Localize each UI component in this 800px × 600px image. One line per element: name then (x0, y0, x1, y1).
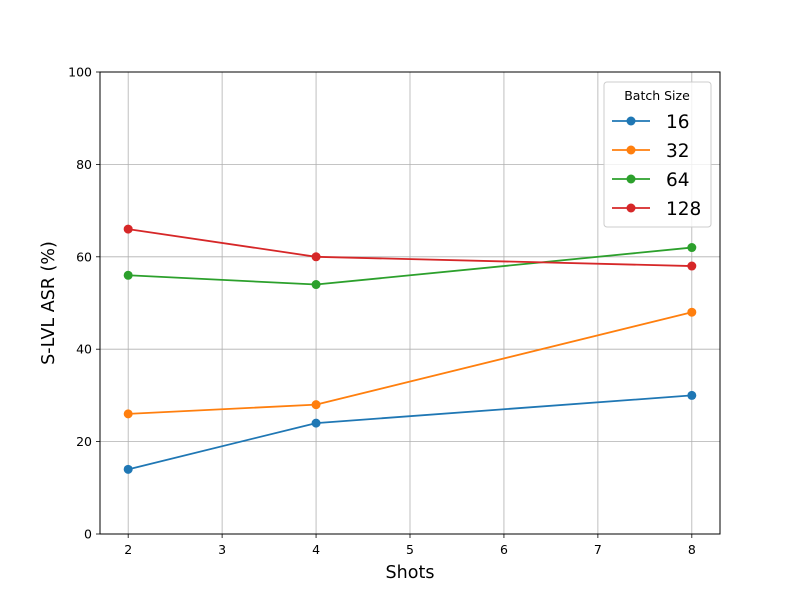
x-axis-title: Shots (386, 563, 435, 583)
y-tick-label: 0 (84, 527, 92, 542)
y-axis: 0 20 40 60 80 100 (68, 65, 100, 542)
series-16 (123, 390, 697, 474)
y-tick-label: 40 (76, 342, 92, 357)
legend-label: 32 (666, 141, 690, 162)
y-tick-label: 80 (76, 157, 92, 172)
x-tick-label: 6 (500, 542, 508, 557)
legend-marker-64 (626, 174, 636, 184)
data-point-16 (311, 418, 321, 428)
data-point-128 (123, 224, 133, 234)
y-tick-label: 100 (68, 65, 92, 80)
x-tick-label: 5 (406, 542, 414, 557)
legend-item-16: 16 (612, 112, 690, 133)
data-point-128 (311, 252, 321, 262)
legend-label: 64 (666, 170, 690, 191)
series-32 (123, 307, 697, 419)
data-point-64 (311, 280, 321, 290)
x-axis: 2 3 4 5 6 7 8 (124, 534, 696, 557)
series-layer (123, 224, 697, 474)
legend-marker-16 (626, 116, 636, 126)
y-tick-label: 20 (76, 434, 92, 449)
data-point-32 (311, 400, 321, 410)
legend: Batch Size 16 32 64 128 (603, 81, 712, 228)
data-point-16 (123, 464, 133, 474)
legend-item-64: 64 (612, 170, 690, 191)
legend-title: Batch Size (624, 88, 690, 103)
y-tick-label: 60 (76, 249, 92, 264)
legend-item-128: 128 (612, 199, 701, 220)
legend-item-32: 32 (612, 141, 690, 162)
x-tick-label: 7 (594, 542, 602, 557)
data-point-128 (687, 261, 697, 271)
data-point-16 (687, 390, 697, 400)
x-tick-label: 4 (312, 542, 320, 557)
x-tick-label: 8 (688, 542, 696, 557)
data-point-32 (123, 409, 133, 419)
legend-marker-32 (626, 145, 636, 155)
x-tick-label: 2 (124, 542, 132, 557)
legend-label: 128 (666, 199, 701, 220)
data-point-64 (123, 270, 133, 280)
data-point-64 (687, 243, 697, 253)
series-64 (123, 243, 697, 290)
x-tick-label: 3 (218, 542, 226, 557)
data-point-32 (687, 307, 697, 317)
series-128 (123, 224, 697, 271)
y-axis-title: S-LVL ASR (%) (39, 241, 59, 365)
legend-label: 16 (666, 112, 690, 133)
legend-marker-128 (626, 203, 636, 213)
legend-items: 16 32 64 128 (612, 112, 701, 220)
